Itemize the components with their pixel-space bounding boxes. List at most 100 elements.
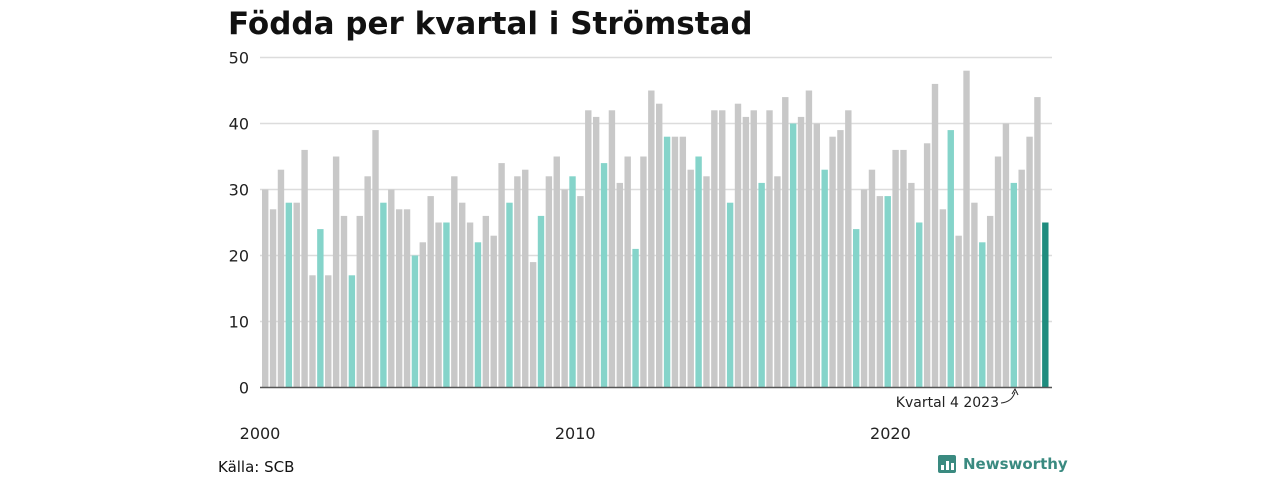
bar: [403, 209, 411, 388]
chart-title: Födda per kvartal i Strömstad: [228, 6, 753, 42]
bar: [553, 156, 560, 388]
bar: [600, 163, 608, 388]
bar: [782, 97, 789, 388]
bar: [719, 110, 726, 388]
bars: [262, 70, 1049, 388]
bar: [656, 103, 663, 388]
y-tick-label: 0: [239, 379, 249, 398]
bar: [561, 189, 568, 388]
bar: [293, 202, 300, 388]
bar: [608, 110, 616, 388]
bar: [388, 189, 395, 388]
annotation-label: Kvartal 4 2023: [896, 395, 999, 411]
bar: [451, 176, 458, 388]
bar: [766, 110, 773, 388]
bar: [348, 275, 356, 388]
bar: [459, 202, 466, 388]
bar: [262, 189, 269, 388]
bar: [845, 110, 852, 388]
bar: [711, 110, 718, 388]
latest-annotation: Kvartal 4 2023: [896, 387, 1019, 411]
source-label: Källa: SCB: [218, 458, 295, 476]
bar: [419, 242, 426, 388]
annotation-arrow: [1000, 387, 1019, 404]
bar: [1042, 222, 1049, 388]
bar: [443, 222, 450, 388]
bar: [813, 123, 820, 388]
bar: [742, 116, 750, 388]
bar: [577, 196, 584, 388]
bar: [364, 176, 371, 388]
bar: [498, 163, 505, 388]
bar: [695, 156, 702, 388]
bar: [758, 182, 765, 388]
bar: [309, 275, 316, 388]
bar: [285, 202, 293, 388]
bar: [955, 235, 962, 388]
bar: [884, 196, 891, 388]
bar: [569, 176, 576, 388]
x-tick-label: 2010: [555, 424, 596, 443]
bar: [797, 116, 805, 388]
bar: [372, 130, 379, 388]
x-tick-label: 2000: [240, 424, 281, 443]
bar: [395, 209, 403, 388]
bar: [931, 83, 939, 388]
y-tick-label: 30: [229, 181, 249, 200]
bar: [876, 196, 884, 388]
bar: [805, 90, 813, 388]
bar: [1002, 123, 1010, 388]
y-tick-label: 50: [229, 49, 249, 68]
x-axis-ticks: 2000 2010 2020: [240, 424, 911, 443]
bar: [939, 209, 947, 388]
bar: [632, 248, 639, 388]
bar: [537, 215, 545, 388]
bar: [1026, 136, 1033, 388]
bar: [514, 176, 521, 388]
bar: [963, 70, 970, 388]
bar: [837, 130, 844, 388]
bar: [640, 156, 647, 388]
bar: [853, 229, 860, 388]
bar: [380, 202, 387, 388]
bar: [679, 136, 687, 388]
bar: [868, 169, 876, 388]
x-tick-label: 2020: [870, 424, 911, 443]
bar: [860, 189, 868, 388]
bar: [726, 202, 734, 388]
bar: [301, 149, 308, 388]
bar: [482, 215, 490, 388]
bar: [545, 176, 553, 388]
bar: [671, 136, 679, 388]
bar: [648, 90, 655, 388]
bar: [340, 215, 348, 388]
bar: [411, 255, 419, 388]
bar: [947, 130, 954, 388]
bar: [821, 169, 828, 388]
bar: [506, 202, 513, 388]
bar: [971, 202, 978, 388]
bar: [908, 182, 915, 388]
bar: [923, 143, 931, 388]
bar: [277, 169, 285, 388]
bar: [490, 235, 497, 388]
bar: [1018, 169, 1025, 388]
chart-logo-icon: [938, 455, 956, 473]
bar: [734, 103, 742, 388]
bar: [529, 262, 537, 388]
bar: [900, 149, 907, 388]
bar: [427, 196, 434, 388]
y-tick-label: 20: [229, 247, 249, 266]
bar: [703, 176, 710, 388]
bar: [616, 182, 623, 388]
bar: [1034, 97, 1041, 388]
bar: [986, 215, 994, 388]
y-tick-label: 10: [229, 313, 249, 332]
bar: [829, 136, 836, 388]
bar: [269, 209, 277, 388]
bar: [750, 110, 757, 388]
bar: [774, 176, 781, 388]
bar: [994, 156, 1002, 388]
bar: [332, 156, 340, 388]
